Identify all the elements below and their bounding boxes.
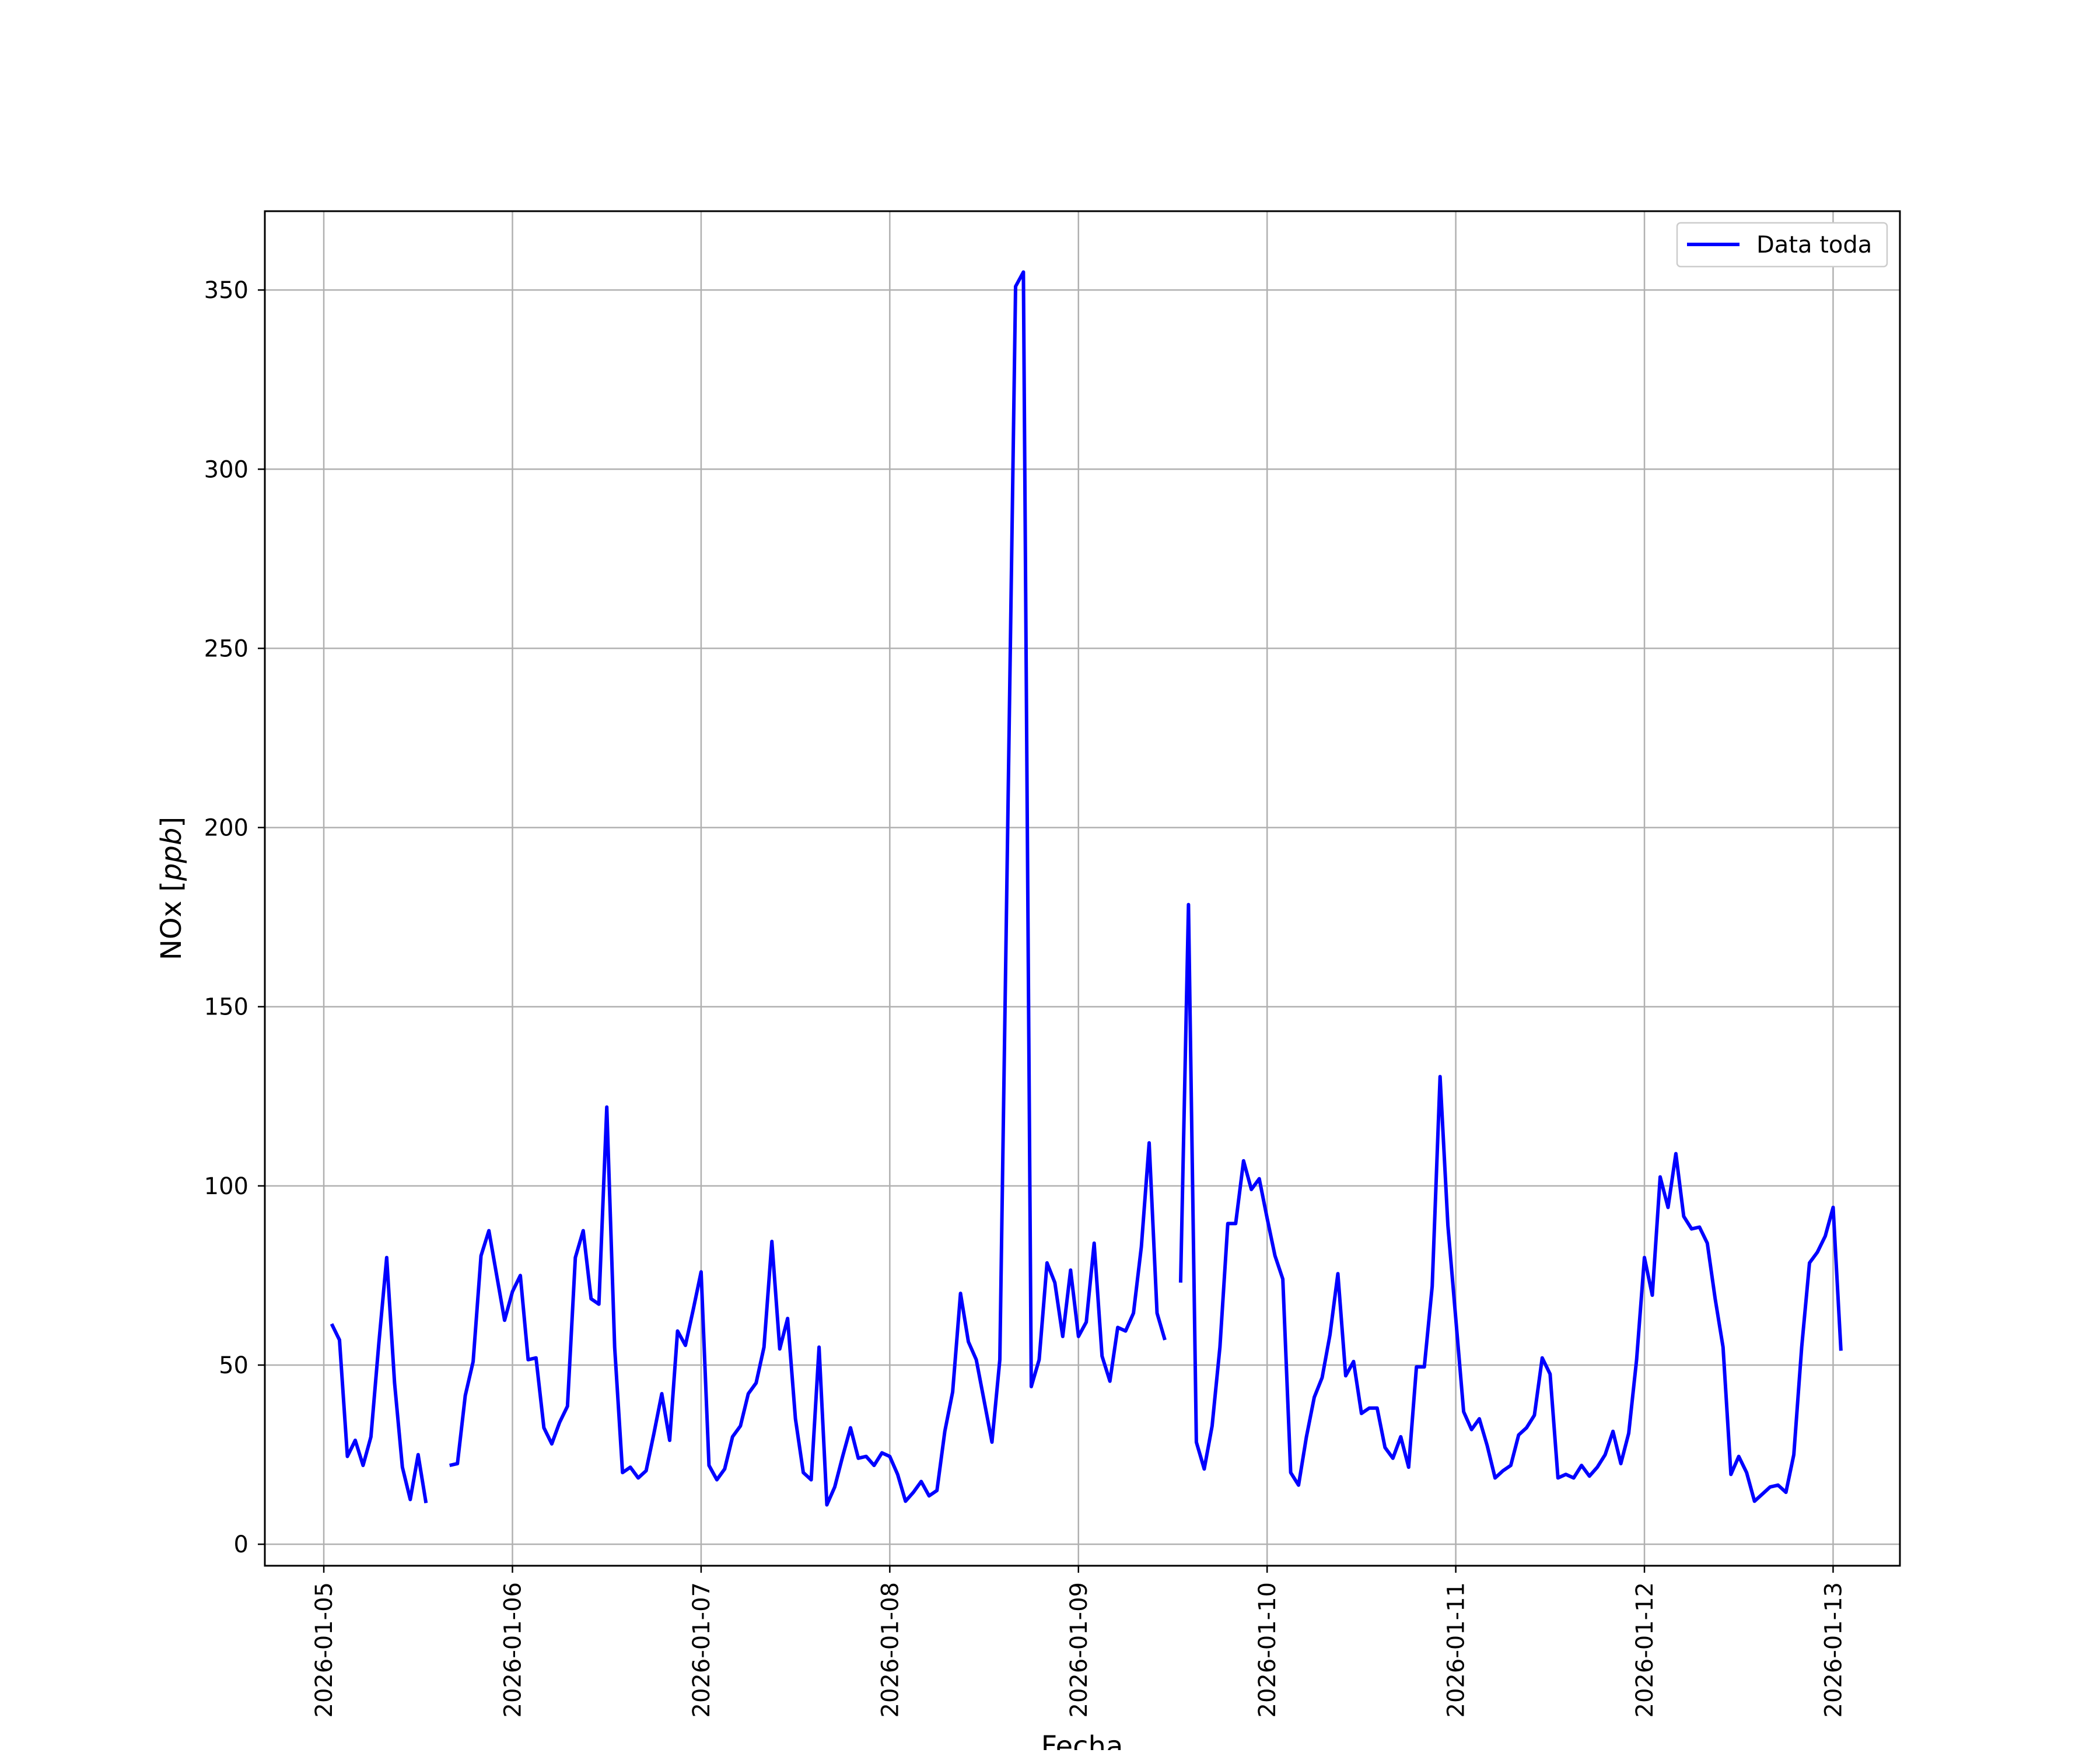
series-line [330, 1255, 428, 1503]
y-tick-label: 0 [234, 1531, 249, 1558]
y-tick-label: 200 [204, 815, 249, 842]
y-axis: 0 50 100 150 200 250 300 350 [204, 277, 265, 1558]
plot-frame [264, 210, 1901, 1567]
y-tick-label: 250 [204, 635, 249, 662]
y-tick-label: 150 [204, 994, 249, 1021]
x-axis: 2026-01-05 2026-01-06 2026-01-07 2026-01-08… [311, 1566, 1847, 1717]
y-axis-label-unit: ppb [155, 828, 188, 881]
x-tick-label: 2026-01-12 [1632, 1582, 1658, 1717]
x-tick-label: 2026-01-11 [1443, 1582, 1470, 1717]
y-axis-label: NOx [ppb] [155, 817, 188, 960]
x-tick-label: 2026-01-05 [311, 1582, 338, 1717]
y-tick-label: 100 [204, 1173, 249, 1200]
x-tick-label: 2026-01-10 [1254, 1582, 1281, 1717]
grid [265, 211, 1900, 1566]
x-tick-label: 2026-01-06 [499, 1582, 526, 1717]
series-layer [330, 270, 1843, 1507]
y-axis-label-text: NOx [155, 901, 188, 960]
x-tick-label: 2026-01-13 [1820, 1582, 1847, 1717]
legend-label: Data toda [1756, 232, 1872, 258]
legend-box [1676, 222, 1888, 268]
x-axis-label: Fecha [1041, 1730, 1124, 1750]
x-tick-label: 2026-01-07 [688, 1582, 715, 1717]
series-line [449, 270, 1167, 1507]
x-tick-label: 2026-01-08 [877, 1582, 904, 1717]
series-line [1178, 902, 1843, 1503]
x-tick-label: 2026-01-09 [1066, 1582, 1093, 1717]
y-tick-label: 300 [204, 456, 249, 483]
legend: Data toda [1676, 222, 1888, 268]
y-tick-label: 50 [219, 1352, 249, 1379]
y-tick-label: 350 [204, 277, 249, 304]
